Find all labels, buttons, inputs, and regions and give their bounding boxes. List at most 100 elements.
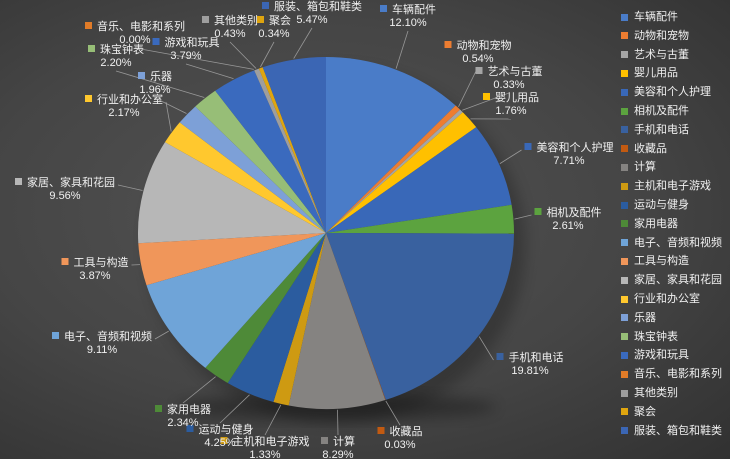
pie-slice <box>326 57 456 233</box>
legend-item: 美容和个人护理 <box>621 86 711 98</box>
leader-line <box>499 149 522 164</box>
legend-swatch-icon <box>621 295 628 303</box>
legend-swatch-icon <box>621 32 628 40</box>
legend-swatch-icon <box>621 314 628 322</box>
legend-label: 珠宝钟表 <box>634 330 678 343</box>
leader-line <box>185 63 234 79</box>
leader-line <box>182 376 216 404</box>
leader-line <box>115 70 205 98</box>
leader-line <box>337 409 339 436</box>
legend-swatch-icon <box>621 201 628 209</box>
legend-label: 游戏和玩具 <box>634 349 689 362</box>
legend-label: 家用电器 <box>634 217 678 230</box>
legend-item: 动物和宠物 <box>621 30 689 42</box>
legend-swatch-icon <box>621 163 628 171</box>
leader-line <box>462 92 510 111</box>
legend-label: 艺术与古董 <box>634 48 689 61</box>
legend-label: 婴儿用品 <box>634 67 678 80</box>
legend-label: 音乐、电影和系列 <box>634 368 722 381</box>
leader-line <box>478 336 494 361</box>
legend-item: 服装、箱包和鞋类 <box>621 425 722 437</box>
legend-item: 音乐、电影和系列 <box>621 368 722 380</box>
leader-line <box>264 404 282 436</box>
legend-label: 手机和电话 <box>634 123 689 136</box>
pie-slice <box>288 233 386 409</box>
legend-label: 相机及配件 <box>634 105 689 117</box>
leader-line <box>117 184 143 191</box>
legend-item: 手机和电话 <box>621 124 689 136</box>
leader-line <box>260 41 275 68</box>
legend-swatch-icon <box>621 126 628 134</box>
leader-line <box>514 214 532 220</box>
legend-item: 珠宝钟表 <box>621 331 678 343</box>
pie-slice <box>326 233 514 400</box>
legend-label: 乐器 <box>634 311 656 324</box>
legend-item: 家用电器 <box>621 218 678 230</box>
pie-slice <box>146 233 326 368</box>
legend-swatch-icon <box>621 351 628 359</box>
pie-slice <box>137 142 326 244</box>
legend-swatch-icon <box>621 239 628 247</box>
pie-slice <box>326 127 512 233</box>
legend-label: 计算 <box>634 161 656 174</box>
pie-slice <box>258 67 326 233</box>
legend-swatch-icon <box>621 427 628 435</box>
leader-line <box>134 47 254 70</box>
pie-slice <box>254 68 326 233</box>
legend-item: 婴儿用品 <box>621 67 678 79</box>
legend-swatch-icon <box>621 276 628 284</box>
legend-swatch-icon <box>621 257 628 265</box>
legend-label: 车辆配件 <box>634 11 678 23</box>
leader-line <box>165 101 172 132</box>
legend-label: 美容和个人护理 <box>634 86 711 99</box>
pie-slice <box>326 112 477 233</box>
legend-item: 聚会 <box>621 406 656 418</box>
leader-line <box>395 30 409 69</box>
pie-slice <box>205 233 326 383</box>
legend-item: 家居、家具和花园 <box>621 274 722 286</box>
legend-swatch-icon <box>621 389 628 397</box>
legend-item: 车辆配件 <box>621 11 678 23</box>
legend-label: 电子、音频和视频 <box>634 236 722 249</box>
legend-label: 聚会 <box>634 405 656 418</box>
pie-slice <box>138 233 326 286</box>
legend-item: 艺术与古董 <box>621 49 689 61</box>
legend-label: 收藏品 <box>634 142 667 155</box>
legend-item: 收藏品 <box>621 143 667 155</box>
leader-line <box>154 97 187 114</box>
pie-slice <box>215 70 326 234</box>
legend-swatch-icon <box>621 182 628 190</box>
legend-item: 游戏和玩具 <box>621 349 689 361</box>
legend-item: 行业和办公室 <box>621 293 700 305</box>
legend-item: 运动与健身 <box>621 199 689 211</box>
legend-item: 电子、音频和视频 <box>621 237 722 249</box>
pie-slice <box>165 122 326 233</box>
legend-swatch-icon <box>621 88 628 96</box>
legend-item: 主机和电子游戏 <box>621 180 711 192</box>
legend-item: 其他类别 <box>621 387 678 399</box>
legend-label: 家居、家具和花园 <box>634 274 722 287</box>
leader-line <box>293 27 313 59</box>
pie-slice <box>273 233 326 406</box>
legend-label: 服装、箱包和鞋类 <box>634 424 722 437</box>
leader-line <box>229 41 257 69</box>
pie-slice <box>179 106 326 233</box>
legend-swatch-icon <box>621 107 628 115</box>
pie-slices-group <box>137 57 515 409</box>
legend-item: 乐器 <box>621 312 656 324</box>
pie-slice <box>326 105 461 233</box>
legend-label: 工具与构造 <box>634 255 689 268</box>
legend-label: 动物和宠物 <box>634 29 689 42</box>
pie-slice <box>262 57 326 233</box>
legend-swatch-icon <box>621 145 628 153</box>
legend-swatch-icon <box>621 370 628 378</box>
pie-slice <box>195 90 326 233</box>
legend-swatch-icon <box>621 408 628 416</box>
leader-line <box>154 330 169 340</box>
pie-slice <box>326 204 515 234</box>
legend-label: 主机和电子游戏 <box>634 180 711 193</box>
legend-swatch-icon <box>621 13 628 21</box>
